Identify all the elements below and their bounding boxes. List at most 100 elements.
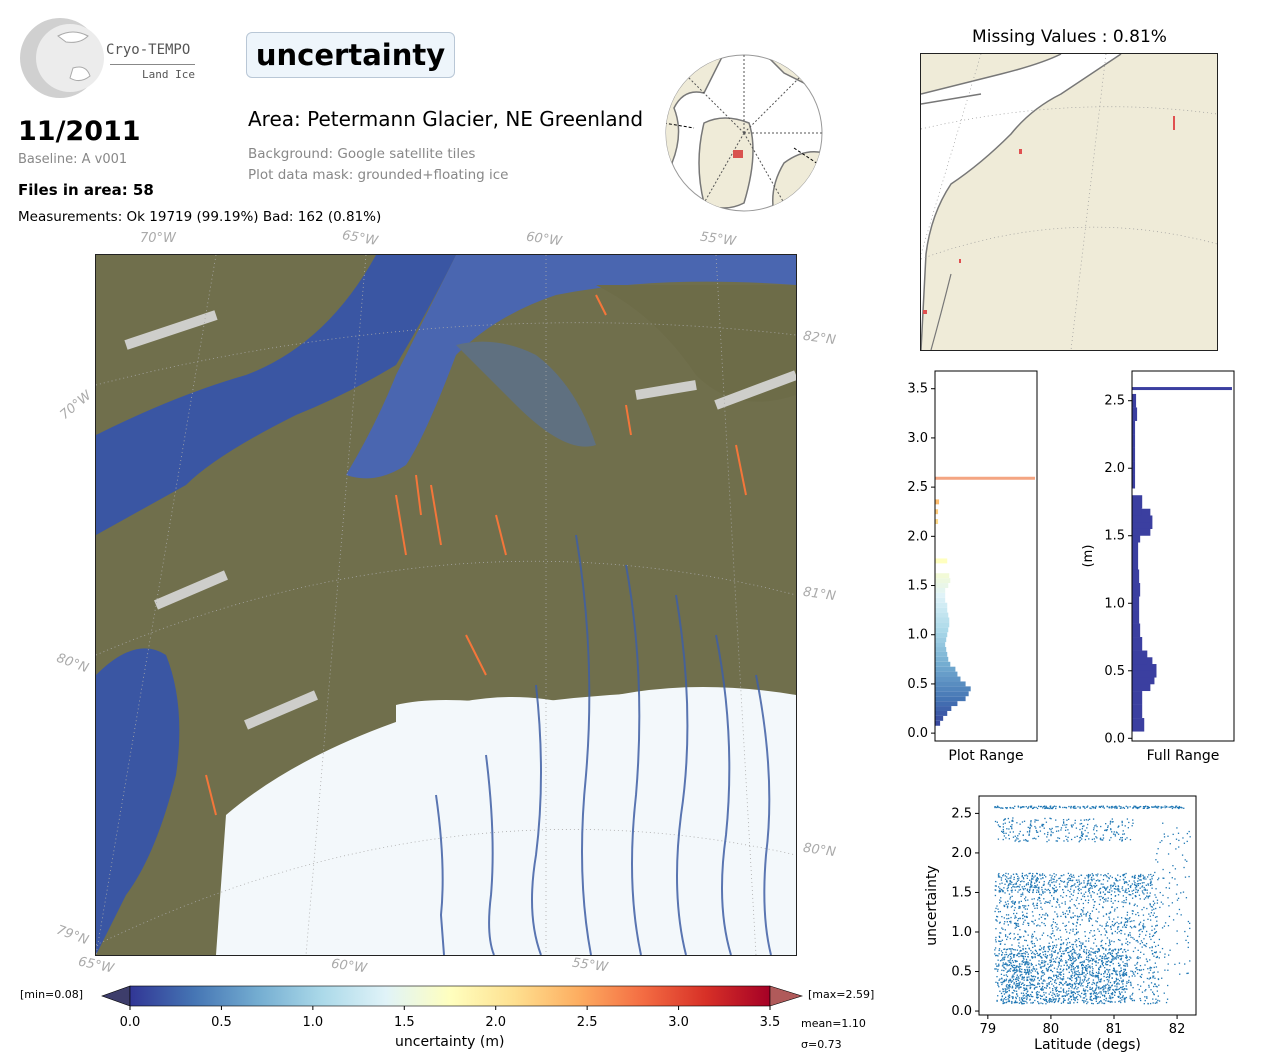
scatter-point (1145, 945, 1147, 948)
scatter-point (1095, 971, 1098, 974)
scatter-point (1100, 1000, 1102, 1002)
scatter-point (1079, 953, 1081, 956)
scatter-point (1152, 934, 1155, 937)
scatter-point (1118, 890, 1120, 892)
scatter-point (1128, 981, 1130, 983)
scatter-point (1010, 962, 1012, 965)
scatter-point (1076, 1001, 1079, 1004)
scatter-point (1018, 901, 1020, 903)
scatter-point (1124, 998, 1126, 1001)
scatter-point (1167, 984, 1169, 987)
scatter-point (1125, 972, 1128, 974)
scatter-point (1076, 915, 1079, 917)
scatter-point (1091, 960, 1094, 962)
scatter-point (1164, 953, 1166, 955)
scatter-point (1123, 988, 1126, 990)
scatter-point (1062, 806, 1064, 809)
scatter-point (1168, 806, 1170, 808)
histogram-bar (1132, 387, 1232, 391)
scatter-point (1006, 938, 1008, 941)
scatter-point (1105, 898, 1107, 900)
scatter-point (1046, 1001, 1049, 1003)
scatter-point (1071, 885, 1074, 887)
scatter-point (1034, 970, 1037, 972)
scatter-point (1026, 962, 1028, 964)
scatter-point (1076, 991, 1078, 993)
scatter-point (1011, 827, 1013, 830)
scatter-point (1092, 935, 1094, 937)
scatter-point (1114, 908, 1116, 910)
scatter-point (1084, 877, 1086, 879)
scatter-point (1068, 932, 1071, 934)
scatter-point (1097, 873, 1099, 875)
scatter-point (1010, 952, 1013, 954)
scatter-point (1082, 825, 1084, 828)
scatter-point (1051, 905, 1053, 908)
scatter-point (1122, 905, 1124, 908)
scatter-point (1090, 998, 1092, 1000)
lon-label: 60°W (330, 956, 368, 977)
scatter-point (1087, 832, 1089, 834)
scatter-point (1055, 819, 1057, 821)
scatter-point (1109, 943, 1111, 946)
scatter-point (1015, 924, 1018, 926)
scatter-point (1141, 930, 1143, 933)
lon-label: 65°W (76, 954, 116, 977)
scatter-point (1187, 942, 1190, 944)
scatter-point (1089, 996, 1092, 998)
scatter-point (1150, 912, 1153, 914)
scatter-point (1016, 993, 1018, 996)
scatter-point (1148, 806, 1151, 809)
scatter-point (1006, 880, 1008, 882)
scatter-point (1075, 959, 1077, 961)
histogram-bar (935, 573, 950, 579)
scatter-point (1100, 883, 1102, 885)
scatter-point (1035, 964, 1037, 967)
y-tick-label: 0.5 (907, 677, 928, 692)
scatter-point (1114, 877, 1117, 880)
scatter-point (1015, 839, 1017, 841)
scatter-point (1175, 805, 1177, 807)
scatter-point (1101, 963, 1104, 966)
scatter-point (1115, 970, 1117, 972)
scatter-point (1035, 838, 1037, 840)
scatter-point (1103, 886, 1105, 888)
scatter-point (1133, 926, 1135, 928)
scatter-point (1033, 945, 1036, 947)
scatter-point (1043, 965, 1046, 967)
scatter-point (1098, 992, 1100, 994)
scatter-point (1042, 892, 1044, 894)
scatter-point (1085, 965, 1087, 967)
scatter-point (1096, 921, 1098, 923)
scatter-point (1159, 891, 1161, 894)
scatter-point (1073, 951, 1075, 953)
scatter-point (1013, 956, 1015, 958)
scatter-point (1114, 900, 1116, 902)
scatter-point (1039, 874, 1041, 877)
scatter-point (1000, 950, 1003, 952)
scatter-point (1126, 921, 1129, 923)
scatter-point (1110, 960, 1113, 962)
scatter-point (1029, 824, 1032, 826)
scatter-point (1036, 876, 1038, 879)
scatter-point (1049, 874, 1051, 876)
scatter-point (1178, 805, 1180, 808)
scatter-point (1057, 966, 1059, 968)
scatter-point (1095, 996, 1097, 998)
scatter-point (1143, 806, 1146, 808)
scatter-point (1050, 925, 1053, 927)
scatter-point (1186, 832, 1189, 835)
scatter-point (1155, 952, 1157, 954)
scatter-point (1122, 983, 1124, 985)
scatter-point (1074, 883, 1076, 885)
scatter-point (1048, 948, 1050, 950)
scatter-point (1153, 908, 1155, 910)
scatter-point (1008, 984, 1010, 986)
scatter-point (1143, 944, 1145, 946)
scatter-point (1044, 964, 1046, 966)
scatter-point (1092, 959, 1094, 961)
scatter-point (1083, 882, 1085, 884)
scatter-point (1087, 964, 1089, 966)
scatter-point (1015, 922, 1017, 924)
scatter-point (1101, 960, 1103, 962)
